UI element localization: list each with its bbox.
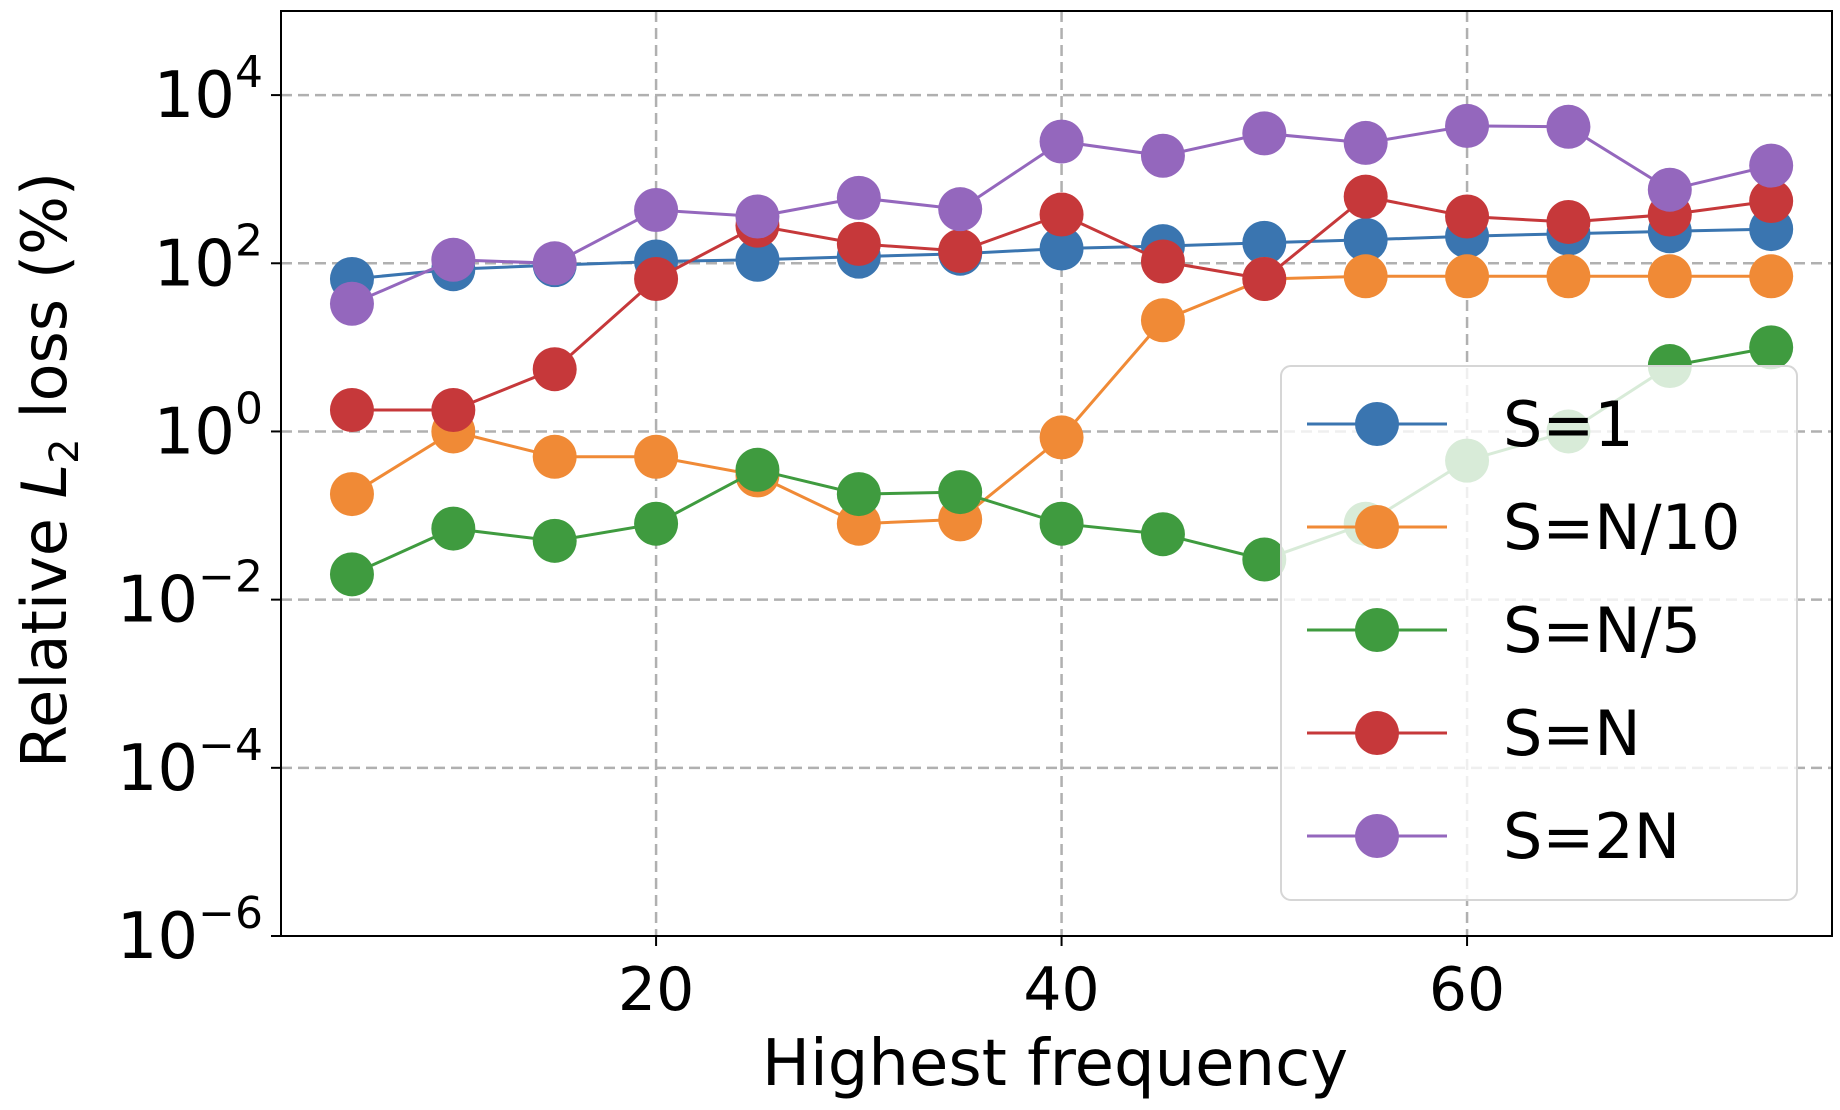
y-tick-label: 102 (154, 215, 263, 301)
data-point (938, 470, 983, 515)
data-point (735, 194, 780, 239)
legend-label: S=N/5 (1503, 594, 1701, 667)
data-point (1140, 298, 1185, 343)
data-point (532, 347, 577, 392)
data-point (1039, 501, 1084, 546)
legend-label: S=1 (1503, 388, 1634, 461)
data-point (1546, 254, 1591, 299)
y-axis-label: Relative L2 loss (%) (8, 172, 88, 768)
data-point (1039, 415, 1084, 460)
series-S=2N (329, 103, 1794, 326)
x-tick-label: 60 (1429, 955, 1505, 1025)
data-point (1242, 220, 1287, 265)
data-point (1140, 512, 1185, 557)
legend-item: S=1 (1307, 388, 1634, 461)
legend-item: S=N (1307, 697, 1641, 770)
x-axis-ticks: 20 40 60 (618, 936, 1505, 1025)
x-tick-label: 20 (618, 955, 694, 1025)
data-point (1445, 103, 1490, 148)
data-point (329, 552, 374, 597)
data-point (431, 237, 476, 282)
data-point (1647, 254, 1692, 299)
data-point (1242, 537, 1287, 582)
legend-marker (1355, 711, 1399, 755)
x-tick-label: 40 (1023, 955, 1099, 1025)
data-point (735, 237, 780, 282)
data-point (431, 387, 476, 432)
data-point (938, 187, 983, 232)
data-point (1039, 226, 1084, 271)
data-point (634, 188, 679, 233)
data-point (634, 434, 679, 479)
legend-marker (1355, 402, 1399, 446)
legend-label: S=2N (1503, 800, 1680, 873)
y-axis-label-var: L (8, 464, 81, 499)
y-tick-label: 100 (154, 383, 263, 469)
legend-marker (1355, 814, 1399, 858)
data-point (329, 387, 374, 432)
legend-label: S=N (1503, 697, 1641, 770)
y-tick-label: 10−2 (117, 552, 263, 638)
data-point (1242, 111, 1287, 156)
legend-item: S=N/10 (1307, 491, 1740, 564)
y-axis-label-prefix: Relative (8, 498, 81, 768)
data-point (1546, 199, 1591, 244)
data-point (1039, 192, 1084, 237)
x-axis-label: Highest frequency (762, 1027, 1348, 1101)
y-tick-label: 10−6 (117, 888, 263, 974)
data-point (1546, 104, 1591, 149)
legend-marker (1355, 608, 1399, 652)
legend-item: S=N/5 (1307, 594, 1701, 667)
y-tick-label: 104 (154, 47, 263, 133)
data-point (1749, 325, 1794, 370)
data-point (1343, 174, 1388, 219)
y-axis-label-suffix: loss (%) (8, 172, 81, 438)
y-axis-ticks: 104 102 100 10−2 10−4 10−6 (117, 47, 281, 974)
data-point (329, 281, 374, 326)
data-point (329, 472, 374, 517)
legend-item: S=2N (1307, 800, 1680, 873)
data-point (938, 228, 983, 273)
data-point (1140, 239, 1185, 284)
data-point (431, 506, 476, 551)
data-point (1445, 194, 1490, 239)
legend: S=1 S=N/10 S=N/5 S=N S=2N (1280, 365, 1798, 901)
legend-marker (1355, 505, 1399, 549)
data-point (1343, 120, 1388, 165)
legend-box (1280, 365, 1798, 901)
data-point (1039, 119, 1084, 164)
data-point (836, 221, 881, 266)
data-point (1343, 217, 1388, 262)
data-point (1343, 254, 1388, 299)
data-point (1749, 254, 1794, 299)
data-point (836, 472, 881, 517)
data-point (634, 501, 679, 546)
series-S=N (329, 174, 1794, 432)
data-point (1445, 254, 1490, 299)
data-point (634, 257, 679, 302)
y-axis-label-sub: 2 (42, 438, 88, 463)
data-point (1242, 257, 1287, 302)
data-point (1749, 143, 1794, 188)
data-point (532, 434, 577, 479)
data-point (532, 518, 577, 563)
axes-frame (280, 10, 1833, 937)
data-point (836, 175, 881, 220)
legend-label: S=N/10 (1503, 491, 1740, 564)
data-point (735, 447, 780, 492)
y-tick-label: 10−4 (117, 720, 263, 806)
data-point (1749, 179, 1794, 224)
data-point (532, 241, 577, 286)
data-point (1140, 133, 1185, 178)
data-point (1647, 167, 1692, 212)
